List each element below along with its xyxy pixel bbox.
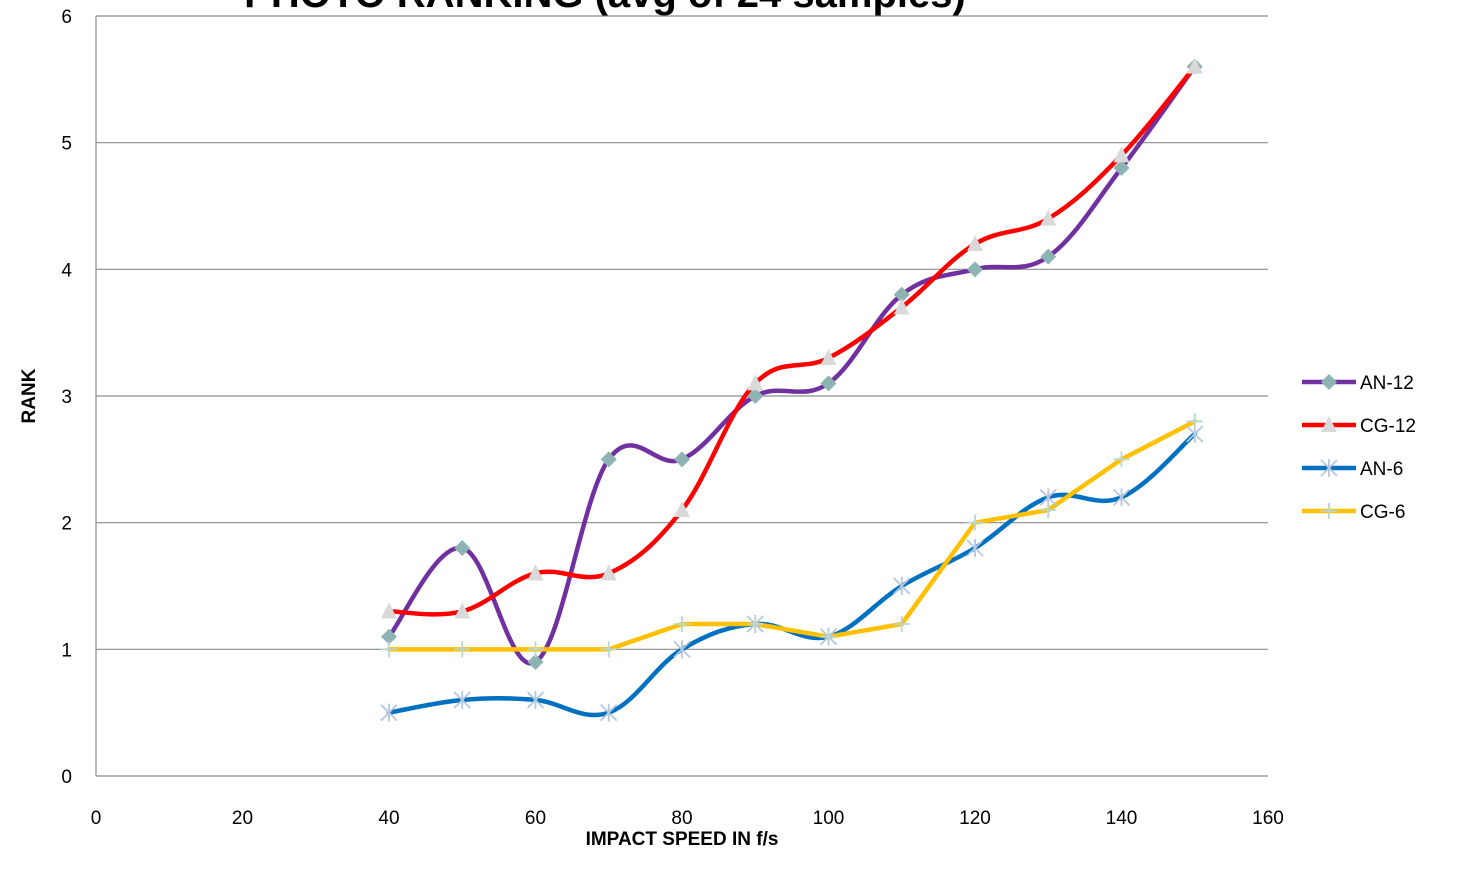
- x-tick-label: 160: [1252, 808, 1284, 829]
- data-point-cg-12: [747, 374, 764, 391]
- x-tick-label: 0: [91, 808, 102, 829]
- legend-label: AN-6: [1360, 459, 1403, 480]
- data-point-an-6: [380, 703, 398, 722]
- data-point-an-6: [893, 577, 911, 595]
- y-tick-label: 3: [61, 387, 72, 408]
- data-point-cg-6: [1113, 451, 1130, 468]
- legend-item-cg-12: CG-12: [1302, 416, 1416, 437]
- y-tick-label: 2: [61, 514, 72, 535]
- legend-item-an-6: AN-6: [1302, 459, 1403, 480]
- x-tick-label: 60: [525, 808, 546, 829]
- data-point-cg-12: [454, 602, 471, 619]
- legend-marker: [1321, 503, 1337, 519]
- data-point-cg-12: [600, 564, 617, 581]
- data-point-cg-12: [674, 501, 690, 517]
- y-tick-label: 0: [61, 767, 72, 788]
- data-point-an-12: [1113, 160, 1130, 176]
- data-point-cg-6: [1040, 502, 1057, 518]
- gridlines: [96, 15, 1268, 650]
- x-tick-label: 100: [813, 808, 845, 829]
- series-line-cg-12: [386, 64, 1197, 617]
- legend: AN-12 CG-12 AN-6 CG-6: [1302, 373, 1416, 523]
- data-point-an-12: [674, 451, 690, 468]
- x-tick-label: 120: [959, 808, 991, 829]
- y-tick-label: 4: [61, 260, 72, 281]
- y-tick-label: 1: [61, 640, 72, 661]
- data-point-an-6: [600, 703, 618, 722]
- x-tick-label: 140: [1106, 808, 1138, 829]
- legend-marker: [1320, 459, 1338, 477]
- data-point-cg-12: [1040, 209, 1057, 226]
- data-point-an-12: [747, 388, 764, 404]
- data-point-an-6: [453, 691, 471, 709]
- data-point-an-6: [526, 691, 545, 709]
- data-point-cg-6: [454, 641, 471, 658]
- data-point-an-6: [966, 539, 984, 557]
- data-point-an-6: [673, 640, 691, 659]
- legend-marker: [1321, 374, 1337, 390]
- data-point-an-12: [1040, 248, 1057, 265]
- x-axis-title: IMPACT SPEED IN f/s: [586, 829, 779, 850]
- data-point-cg-6: [747, 616, 764, 632]
- data-point-cg-6: [527, 641, 544, 658]
- legend-label: CG-12: [1360, 416, 1416, 437]
- x-tick-label: 20: [232, 808, 253, 829]
- y-tick-label: 6: [61, 7, 72, 28]
- data-point-an-12: [381, 628, 397, 645]
- data-point-an-12: [967, 261, 983, 278]
- y-axis-title: RANK: [19, 368, 40, 423]
- series-line-an-6: [386, 431, 1197, 718]
- data-point-cg-6: [893, 616, 910, 632]
- data-point-cg-6: [600, 641, 617, 658]
- data-point-an-12: [893, 286, 910, 303]
- data-point-cg-6: [674, 616, 690, 632]
- chart-title: PHOTO RANKING (avg of 24 samples): [244, 0, 966, 16]
- data-point-an-12: [454, 540, 471, 556]
- y-tick-label: 5: [61, 134, 72, 155]
- data-point-an-6: [1112, 488, 1131, 507]
- legend-item-cg-6: CG-6: [1302, 502, 1405, 523]
- data-point-an-12: [600, 451, 617, 468]
- legend-label: CG-6: [1360, 502, 1405, 523]
- data-point-cg-12: [967, 235, 983, 251]
- axes: [95, 16, 1268, 777]
- data-point-cg-6: [1186, 413, 1203, 430]
- data-point-cg-12: [820, 349, 837, 365]
- data-point-cg-6: [381, 641, 397, 658]
- series-line-cg-6: [386, 419, 1197, 652]
- data-point-cg-12: [893, 298, 910, 315]
- legend-marker: [1321, 416, 1337, 432]
- data-point-cg-12: [1186, 57, 1203, 74]
- series-lines: [386, 64, 1197, 718]
- series-markers: [380, 57, 1204, 722]
- data-point-an-12: [820, 375, 837, 392]
- data-point-cg-12: [381, 602, 397, 619]
- data-point-an-12: [527, 654, 544, 670]
- legend-item-an-12: AN-12: [1302, 373, 1414, 394]
- x-tick-label: 80: [671, 808, 692, 829]
- data-point-cg-12: [527, 564, 544, 581]
- legend-label: AN-12: [1360, 373, 1414, 394]
- data-point-cg-12: [1113, 146, 1130, 163]
- data-point-cg-6: [967, 514, 983, 531]
- x-tick-label: 40: [378, 808, 399, 829]
- data-point-cg-6: [820, 628, 837, 645]
